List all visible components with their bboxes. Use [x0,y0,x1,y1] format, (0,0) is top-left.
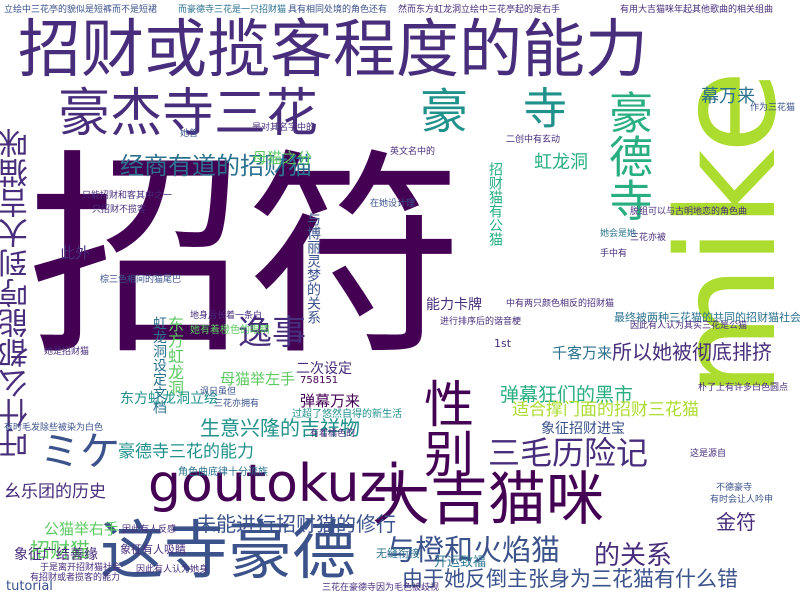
word-lihui: 东方虹龙洞立绘 [120,391,218,407]
word-erci-sheding: 二次设定 [296,361,352,377]
word-likai-shehui: 于是离开招财猫社会 [40,563,122,573]
word-qianke-wanlai: 千客万来 [552,344,613,362]
word-sanhua-gongmao: 因此有人认为其实三花是公猫 [630,321,748,331]
word-sheding-wendang: 虹龙洞设定文档 [151,316,167,414]
word-chujing: 具有相同处境的角色还有 [288,5,388,15]
word-taceng: 她曾 [180,129,199,139]
word-tutorial: tutorial [6,579,53,594]
word-758151: 758151 [300,375,339,386]
word-1st: 1st [494,337,512,350]
word-sanhua-cuo: 由于她反倒主张身为三花猫有什么错 [402,567,738,591]
word-yishi: 逸事 [238,313,306,353]
word-nengli-kapai: 能力卡牌 [426,297,482,313]
word-gongmao-youshou: 公猫举右手 [44,520,120,538]
word-boli-lingmeng: 与博丽灵梦的关系 [305,212,321,324]
word-lanke-nengli: 有招财或者揽客的能力 [30,573,121,583]
word-si: 寺 [523,84,567,135]
word-bu-dehaosi: 不德豪寺 [716,483,753,493]
word-maoweiba: 棕三色相间的猫尾巴 [100,275,182,285]
word-sanhua-yibei: 三花亦被 [630,233,667,243]
word-mumao-zhifen: 母猫之分 [252,149,313,167]
word-shenhou: 地身后长着一条白 [190,311,263,321]
word-mu-wanlai: 幕万来 [701,86,755,107]
word-mike-kana: ミケ [40,429,120,475]
word-zhaofu: 招符 [28,132,464,385]
word-guangjie-shanyuan: 象征广结善缘 [14,547,98,563]
word-sheji: 在她设计理 [370,199,416,209]
word-bu-lanke: 只招财不揽客 [92,205,147,215]
word-goutokuzi: goutokuzi [148,454,402,514]
word-xiuxing: 未能进行招财猫的修行 [196,512,396,536]
word-haodesi: 豪德寺 [601,90,652,222]
word-ciwai: 此外 [60,244,91,262]
word-chengse-yanjing: 她有着橙色的眼睛 [190,325,270,336]
word-zhaocaimao-yizhi: 而豪德寺三花是一只招财猫 [178,5,287,15]
word-liuzu: 角色曲底律十分流族 [178,467,268,478]
word-hao: 豪 [420,84,469,140]
word-ability-title: 招财或揽客程度的能力 [18,13,648,86]
word-chengmenmian: 适合撑门面的招财三花猫 [512,400,699,420]
word-zhaocai-jinbao: 象征招财进宝 [541,421,625,437]
word-duanku: 立绘中三花亭的貌似是短裤而不是短裙 [4,5,158,15]
word-daji-maomi: 大吉猫咪 [372,465,605,533]
word-hengtao-daji: 吁什么都能哼到大吉猫咪 [0,128,34,458]
word-xieyingeng: 进行排序后的谐音梗 [440,317,522,327]
word-yuanzi: 这是源自 [690,449,727,459]
word-juse: 有着橘色的 [310,429,356,439]
word-paiji: 所以她被彻底排挤 [612,340,772,364]
word-zhaocaimao: 招财猫 [30,538,90,562]
word-yingwenming: 英文名中的 [390,147,436,157]
word-guanxi: 的关系 [594,541,673,571]
word-youshou: 然而东方虹龙洞立绘中三花亭起的是右手 [398,5,561,15]
word-dongfang-honglongdong: 东方虹龙洞 [165,316,184,396]
word-kaiyun-zhifu: 开运致福 [434,555,487,570]
word-yaoyuetuan: 幺乐团的历史 [4,482,106,502]
word-fengri: 讽日虽但 [200,387,237,397]
word-jixiangwu: 生意兴隆的吉祥物 [200,416,360,440]
word-sanmao: 三毛历险记 [488,434,649,472]
word-maofa: 有时毛发除些被染为白色 [4,423,104,433]
word-zhesi-haode: 这寺豪德 [100,515,356,589]
word-liangzhi: 中有两只颜色相反的招财猫 [506,299,615,309]
word-renwei-tashen: 因此有人认为她身 [136,565,209,575]
word-honglongdong: 虹龙洞 [534,152,588,173]
word-yinshen: 有时会让人吟申 [710,495,774,505]
word-sanhua-yongyou: 三花亦拥有 [214,399,260,409]
word-zhaocai-keqi: 只能招财和客其中之一 [82,191,173,201]
word-gumingdi: 脱组可以与古明地恋的角色曲 [630,207,748,217]
word-fangan: 因此有人反感 [122,525,177,535]
word-xingbie: 性别 [416,378,474,478]
word-zuowei-sanhuamao: 作为三花猫 [750,103,796,113]
word-jinfu: 金符 [716,510,756,534]
word-danmu-heishi: 弹幕狂们的黑市 [500,384,634,406]
word-xinshenghuo: 过超了悠然自得的新生活 [292,409,402,420]
word-mingzi: 是对其名字中的 [252,123,316,133]
word-shouzhong: 手中有 [600,249,628,259]
word-haojiesi-sanhua: 豪杰寺三花 [58,84,319,144]
word-baise-yuandian: 朴了上有许多白色圆点 [698,383,789,393]
word-cheng-huoyanmao: 与橙和火焰猫 [386,533,561,567]
word-wufeng-xianjie: 无缝衔接 [376,547,420,560]
word-tahuishita: 她会是她 [600,229,637,239]
word-erchuang: 二创中有玄动 [506,135,561,145]
word-qishi: 三花在豪德寺因为毛色被歧视 [322,583,440,593]
word-zuqu: 有用大吉猫咪年起其他歌曲的相关组曲 [620,5,774,15]
word-zhaocaimao-shehui: 最终被两种三花猫的共同的招财猫社会 [614,311,800,324]
word-sanhua-nengli: 豪德寺三花的能力 [118,442,254,462]
word-danmu-wanlai: 弹幕万来 [300,392,361,410]
word-shi-zhaocaimao: 她是招财猫 [44,347,90,357]
word-zhaocaimao-gongmao: 招财猫有公猫 [487,162,503,246]
word-xijing: 象征有人吸睛 [120,543,186,556]
word-jingshang-zhaocaimao: 经商有道的招财猫 [120,152,312,180]
word-mumao-zuoshou: 母猫举左手 [220,370,296,388]
